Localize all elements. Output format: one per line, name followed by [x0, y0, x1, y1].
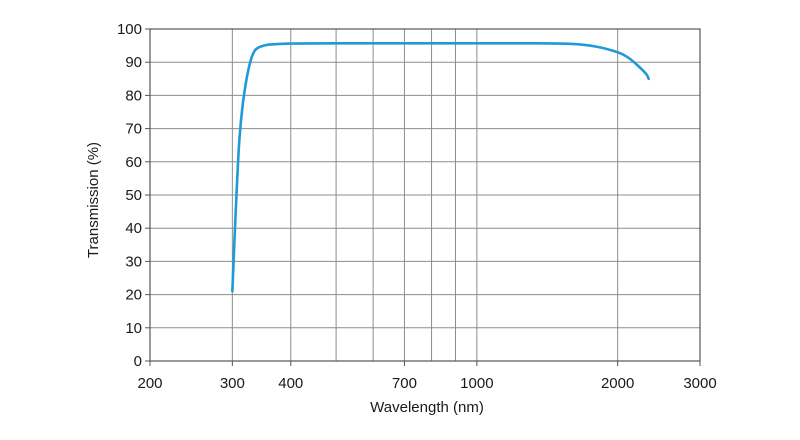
grid	[150, 29, 700, 361]
y-tick-label-10: 10	[125, 320, 142, 337]
x-tick-label-1000: 1000	[460, 375, 493, 392]
y-tick-label-80: 80	[125, 87, 142, 104]
x-tick-labels: 200 300 400 700 1000 2000 3000	[137, 375, 716, 392]
y-tick-label-70: 70	[125, 121, 142, 138]
y-tick-label-20: 20	[125, 287, 142, 304]
y-tick-label-90: 90	[125, 54, 142, 71]
x-tick-label-300: 300	[220, 375, 245, 392]
y-tick-labels: 0 10 20 30 40 50 60 70 80 90 100	[117, 21, 142, 370]
x-tick-label-700: 700	[392, 375, 417, 392]
ticks	[145, 28, 701, 366]
x-tick-label-200: 200	[137, 375, 162, 392]
x-tick-label-3000: 3000	[683, 375, 716, 392]
y-tick-label-50: 50	[125, 187, 142, 204]
y-tick-label-0: 0	[134, 353, 142, 370]
series-layer	[231, 41, 650, 293]
y-tick-label-60: 60	[125, 154, 142, 171]
series-line-transmission	[231, 41, 650, 293]
x-tick-label-2000: 2000	[601, 375, 634, 392]
y-tick-label-100: 100	[117, 21, 142, 38]
y-axis-label: Transmission (%)	[85, 142, 102, 258]
x-tick-label-400: 400	[278, 375, 303, 392]
y-tick-label-40: 40	[125, 220, 142, 237]
x-axis-label: Wavelength (nm)	[370, 399, 484, 416]
y-tick-label-30: 30	[125, 253, 142, 270]
